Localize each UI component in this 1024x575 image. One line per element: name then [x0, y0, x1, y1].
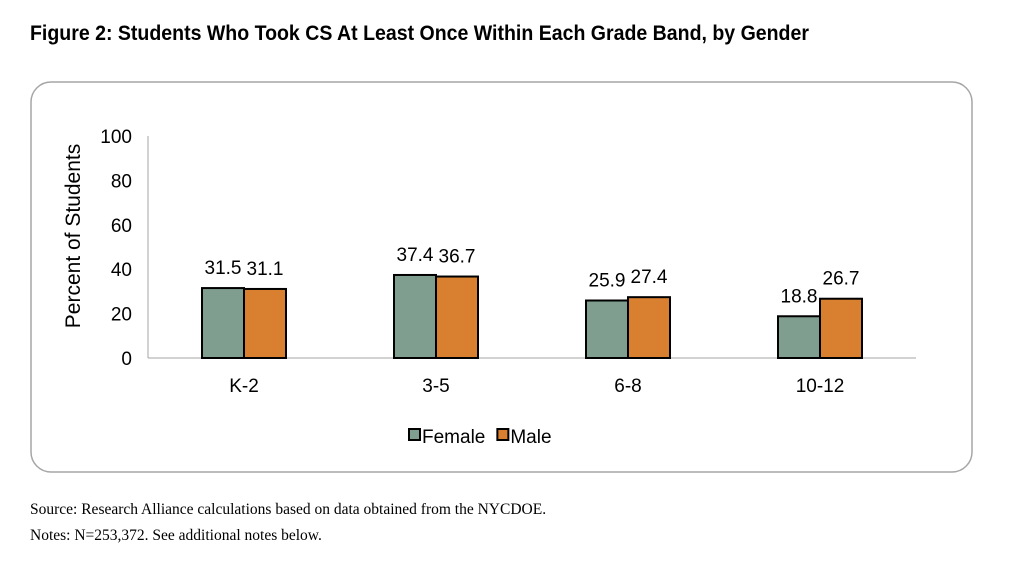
legend-swatch-female — [408, 428, 421, 441]
y-tick-label: 100 — [100, 127, 132, 148]
x-tick-label: 3-5 — [422, 376, 449, 397]
x-tick-label: 6-8 — [614, 376, 641, 397]
bar-male — [819, 297, 863, 360]
notes-text: Notes: N=253,372. See additional notes b… — [30, 527, 322, 544]
chart-frame — [30, 81, 973, 473]
data-label: 26.7 — [823, 269, 860, 290]
x-tick-label: 10-12 — [796, 376, 845, 397]
bar-female — [777, 315, 821, 360]
bar-female — [201, 287, 245, 360]
data-label: 31.1 — [247, 259, 284, 280]
data-label: 31.5 — [205, 258, 242, 279]
bar-male — [435, 275, 479, 359]
legend-swatch-male — [496, 428, 510, 441]
y-axis-label: Percent of Students — [62, 144, 85, 328]
source-note: Source: Research Alliance calculations b… — [30, 501, 547, 518]
y-tick-label: 20 — [111, 305, 132, 326]
bar-female — [585, 299, 629, 360]
data-label: 37.4 — [397, 245, 434, 266]
bar-male — [243, 287, 287, 360]
data-label: 36.7 — [439, 247, 476, 268]
data-label: 25.9 — [589, 271, 626, 292]
y-tick-label: 60 — [111, 216, 132, 237]
bar-male — [627, 296, 671, 359]
y-tick-label: 0 — [121, 349, 132, 370]
x-tick-label: K-2 — [229, 376, 259, 397]
legend-label-female: Female — [422, 427, 485, 448]
bar-female — [393, 273, 437, 359]
data-label: 18.8 — [781, 286, 818, 307]
legend-label-male: Male — [510, 427, 551, 448]
data-label: 27.4 — [631, 267, 668, 288]
y-tick-label: 80 — [111, 171, 132, 192]
y-tick-label: 40 — [111, 260, 132, 281]
chart-title: Figure 2: Students Who Took CS At Least … — [30, 22, 809, 45]
